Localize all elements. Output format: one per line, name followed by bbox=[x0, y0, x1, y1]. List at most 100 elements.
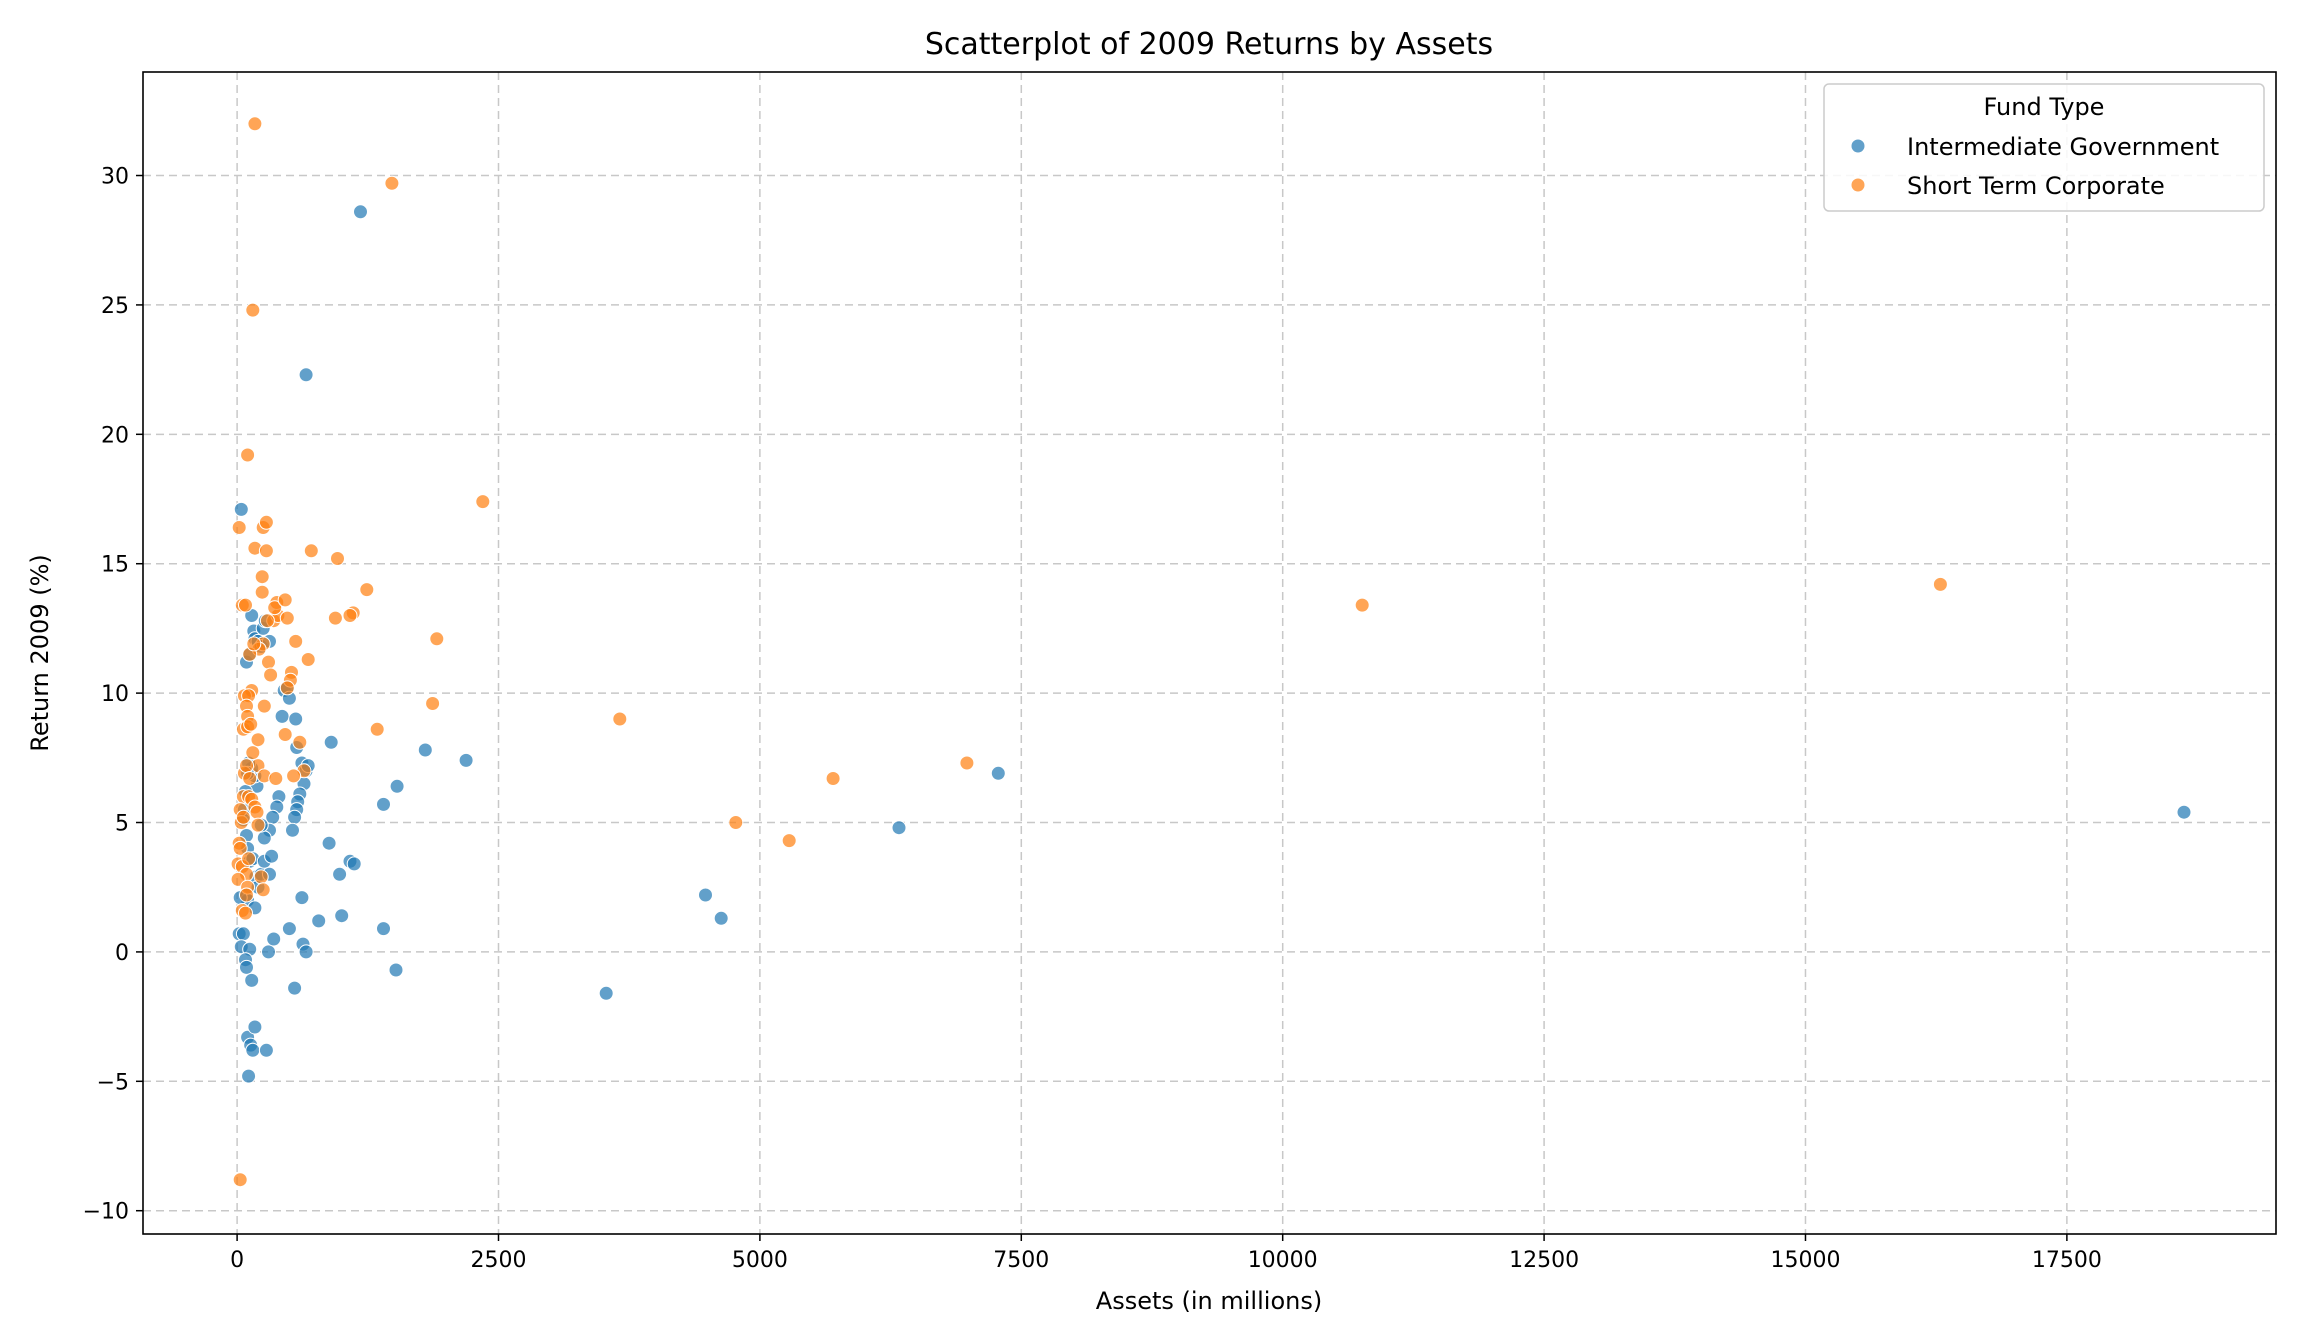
data-point bbox=[246, 636, 262, 652]
data-point bbox=[250, 732, 266, 748]
data-point bbox=[334, 908, 350, 924]
data-point bbox=[261, 944, 276, 960]
data-point bbox=[298, 367, 314, 383]
data-point bbox=[249, 804, 265, 820]
data-point bbox=[376, 796, 391, 812]
data-point bbox=[245, 1042, 261, 1058]
data-point bbox=[267, 600, 283, 616]
data-point bbox=[990, 765, 1006, 781]
data-point bbox=[389, 778, 405, 794]
x-tick-label: 17500 bbox=[2032, 1248, 2102, 1273]
data-point bbox=[286, 768, 302, 784]
data-point bbox=[369, 721, 385, 737]
chart-title: Scatterplot of 2009 Returns by Assets bbox=[925, 27, 1493, 62]
y-tick-label: 0 bbox=[115, 941, 129, 966]
data-point bbox=[891, 820, 907, 836]
data-point bbox=[287, 980, 303, 996]
data-point bbox=[268, 771, 284, 786]
data-points bbox=[230, 116, 2192, 1188]
legend-label-intermediate-government: Intermediate Government bbox=[1907, 133, 2219, 161]
data-point bbox=[294, 890, 310, 906]
data-point bbox=[728, 815, 744, 830]
plot-area-frame bbox=[142, 71, 2277, 1235]
data-point bbox=[243, 716, 259, 732]
data-point bbox=[342, 608, 358, 623]
x-axis-label: Assets (in millions) bbox=[1096, 1287, 1322, 1315]
x-tick-label: 15000 bbox=[1770, 1248, 1840, 1273]
data-point bbox=[330, 551, 345, 566]
data-point bbox=[598, 985, 614, 1001]
data-point bbox=[311, 913, 327, 929]
data-point bbox=[247, 1019, 263, 1035]
data-point bbox=[258, 1042, 274, 1058]
x-tick-label: 10000 bbox=[1248, 1248, 1318, 1273]
series-short-term-corporate bbox=[230, 116, 1948, 1188]
data-point bbox=[245, 745, 261, 761]
data-point bbox=[240, 447, 256, 463]
data-point bbox=[698, 887, 713, 903]
data-point bbox=[264, 848, 280, 864]
data-point bbox=[232, 1172, 248, 1188]
data-point bbox=[239, 887, 254, 903]
data-point bbox=[2176, 804, 2192, 820]
data-point bbox=[388, 962, 404, 978]
data-point bbox=[359, 582, 375, 598]
data-point bbox=[277, 592, 293, 608]
x-tick-label: 0 bbox=[230, 1248, 244, 1273]
data-point bbox=[288, 633, 304, 649]
data-point bbox=[256, 698, 272, 714]
data-point bbox=[256, 830, 272, 846]
y-tick-label: 30 bbox=[101, 165, 129, 190]
data-point bbox=[255, 882, 271, 898]
y-tick-label: −10 bbox=[83, 1200, 129, 1225]
data-point bbox=[298, 944, 314, 960]
data-point bbox=[241, 851, 257, 867]
data-point bbox=[825, 771, 841, 786]
data-point bbox=[288, 711, 304, 727]
data-point bbox=[287, 809, 303, 825]
data-point bbox=[258, 514, 274, 530]
data-point bbox=[231, 520, 247, 535]
y-tick-label: 20 bbox=[101, 423, 129, 448]
data-point bbox=[279, 680, 295, 696]
data-point bbox=[239, 959, 254, 975]
x-tick-label: 7500 bbox=[993, 1248, 1049, 1273]
y-tick-label: 5 bbox=[115, 812, 129, 837]
data-point bbox=[781, 833, 797, 849]
data-point bbox=[277, 727, 293, 742]
data-point bbox=[254, 584, 270, 600]
y-tick-label: 10 bbox=[101, 682, 129, 707]
data-point bbox=[292, 734, 308, 750]
data-point bbox=[258, 543, 274, 559]
data-point bbox=[235, 809, 251, 825]
data-point bbox=[233, 501, 249, 517]
axis-ticks: 0 2500 5000 7500 10000 12500 15000 17500 −10 −5 0 5… bbox=[83, 165, 2102, 1273]
data-point bbox=[323, 734, 339, 750]
data-point bbox=[253, 869, 269, 885]
data-point bbox=[612, 711, 628, 727]
data-point bbox=[300, 652, 316, 667]
data-point bbox=[261, 654, 276, 670]
data-point bbox=[244, 972, 260, 988]
data-point bbox=[247, 116, 263, 132]
legend-title: Fund Type bbox=[1984, 93, 2105, 121]
data-point bbox=[429, 631, 445, 647]
data-point bbox=[384, 175, 400, 191]
data-point bbox=[303, 543, 319, 559]
y-tick-label: −5 bbox=[97, 1070, 129, 1095]
data-point bbox=[332, 866, 348, 882]
data-point bbox=[321, 835, 337, 851]
data-point bbox=[259, 613, 275, 629]
data-point bbox=[959, 755, 975, 771]
data-point bbox=[241, 1068, 257, 1084]
data-point bbox=[1354, 597, 1370, 613]
legend-box bbox=[1823, 83, 2265, 212]
x-tick-label: 2500 bbox=[471, 1248, 527, 1273]
y-axis-label: Return 2009 (%) bbox=[26, 554, 54, 752]
data-point bbox=[242, 771, 258, 786]
y-tick-label: 15 bbox=[101, 553, 129, 578]
data-point bbox=[458, 752, 474, 768]
x-tick-label: 12500 bbox=[1509, 1248, 1579, 1273]
data-point bbox=[279, 610, 295, 626]
data-point bbox=[250, 817, 266, 833]
